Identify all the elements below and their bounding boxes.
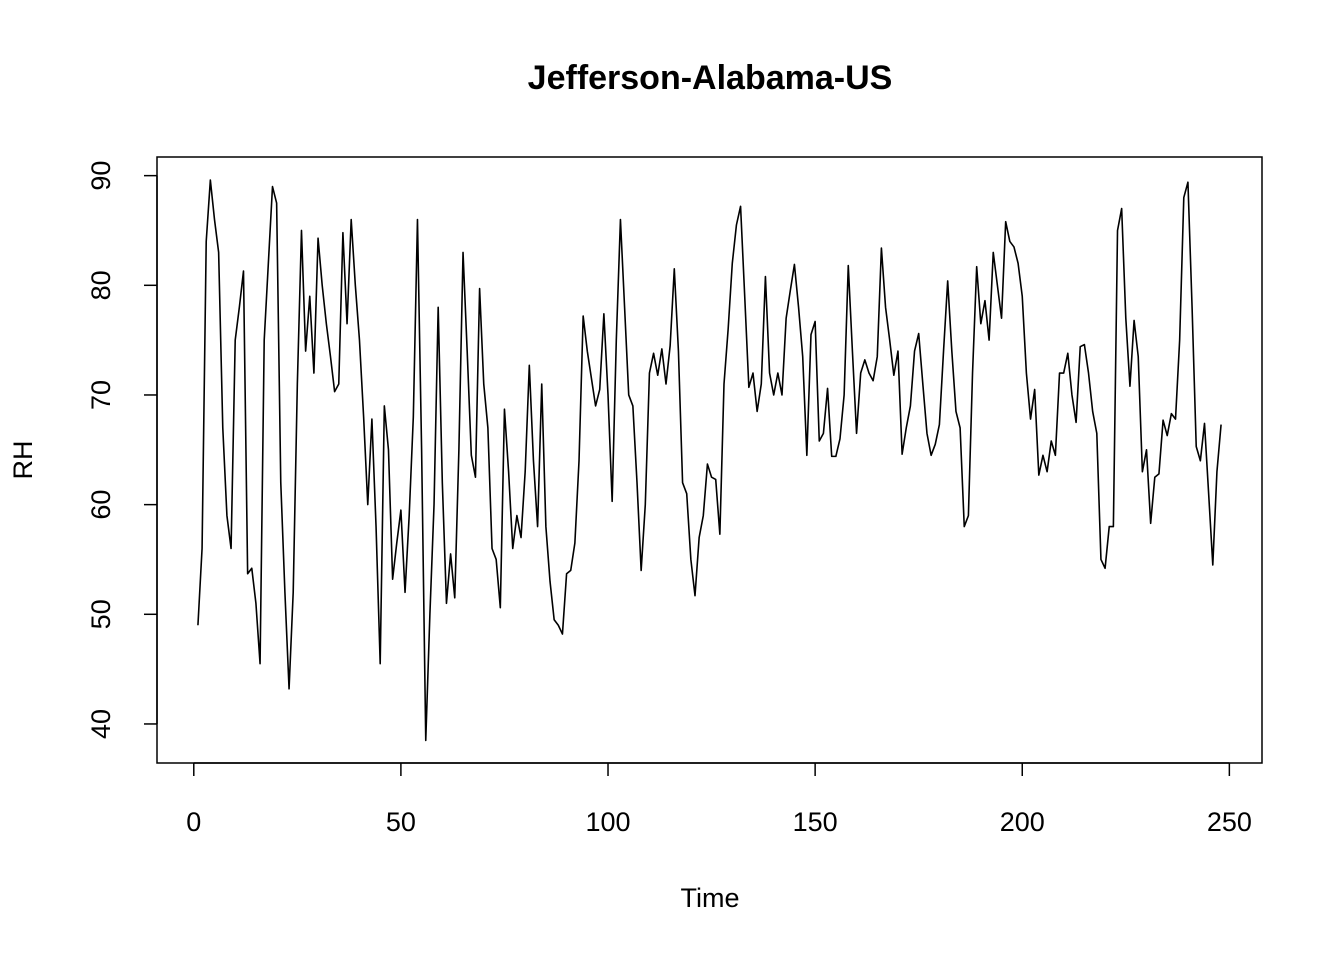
- x-tick-label: 50: [386, 807, 416, 837]
- x-tick-label: 0: [186, 807, 201, 837]
- chart-title: Jefferson-Alabama-US: [528, 59, 893, 97]
- x-tick-label: 100: [585, 807, 630, 837]
- y-tick-label: 60: [86, 490, 116, 520]
- x-tick-label: 200: [1000, 807, 1045, 837]
- y-tick-label: 50: [86, 599, 116, 629]
- x-tick-label: 150: [793, 807, 838, 837]
- x-axis-label: Time: [681, 883, 740, 913]
- x-tick-label: 250: [1207, 807, 1252, 837]
- data-line: [197, 179, 1222, 742]
- y-tick-label: 90: [86, 161, 116, 191]
- y-tick-label: 40: [86, 709, 116, 739]
- y-tick-label: 70: [86, 380, 116, 410]
- y-tick-label: 80: [86, 270, 116, 300]
- y-axis-label: RH: [8, 441, 38, 480]
